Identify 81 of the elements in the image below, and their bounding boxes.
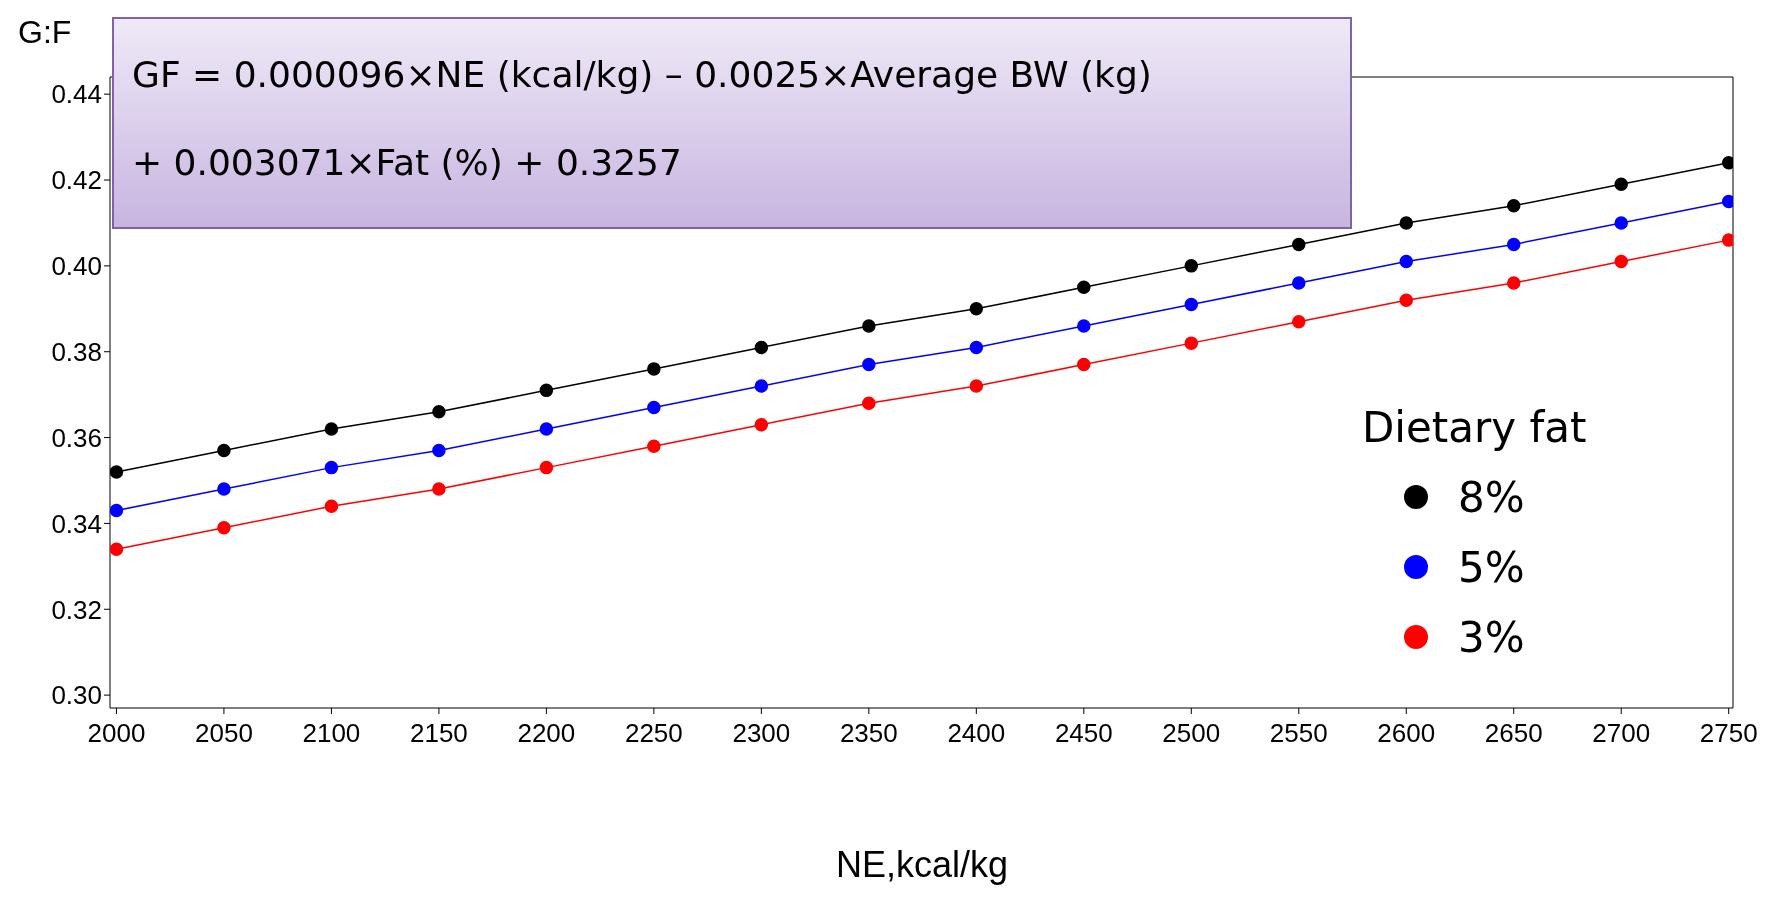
point: [1506, 237, 1521, 252]
point: [1506, 276, 1521, 290]
x-tick-label: 2100: [302, 718, 361, 749]
x-tick-label: 2600: [1377, 718, 1436, 749]
point: [647, 400, 661, 415]
point: [1614, 254, 1628, 269]
equation-box: GF = 0.000096×NE (kcal/kg) – 0.0025×Average BW (kg) + 0.003071×Fat (%) + 0.3257: [112, 17, 1352, 229]
x-tick-label: 2050: [195, 718, 253, 749]
x-tick-label: 2650: [1484, 718, 1543, 749]
point: [862, 357, 876, 372]
x-tick-label: 2000: [87, 718, 146, 749]
legend-label: 8%: [1458, 472, 1525, 522]
y-tick-label: 0.44: [51, 79, 102, 110]
point: [1399, 254, 1413, 269]
point: [754, 379, 769, 393]
y-tick-label: 0.34: [51, 508, 102, 539]
point: [647, 439, 661, 453]
annotation: + 0.003071×Fat (%) + 0.3257: [132, 141, 683, 185]
y-axis-title: G:F: [18, 14, 72, 51]
point: [754, 417, 769, 432]
point: [324, 422, 339, 436]
point: [1506, 199, 1521, 213]
legend-label: 5%: [1458, 542, 1525, 592]
y-tick-label: 0.30: [51, 680, 102, 711]
point: [969, 379, 984, 393]
point: [110, 542, 124, 556]
point: [969, 340, 984, 355]
point: [432, 405, 446, 419]
point: [432, 482, 446, 496]
point: [539, 422, 554, 436]
annotation: GF = 0.000096×NE (kcal/kg) – 0.0025×Average BW (kg): [132, 53, 1153, 97]
point: [1292, 276, 1306, 290]
x-axis-title: NE,kcal/kg: [834, 844, 1010, 886]
x-tick-label: 2700: [1592, 718, 1651, 749]
point: [1292, 237, 1306, 252]
point: [539, 383, 554, 398]
point: [1399, 293, 1413, 307]
y-tick-label: 0.38: [51, 336, 102, 367]
point: [217, 443, 231, 458]
y-tick-label: 0.40: [51, 251, 102, 282]
point: [1721, 233, 1733, 247]
x-tick-label: 2550: [1269, 718, 1328, 749]
point: [1614, 216, 1628, 230]
point: [1721, 194, 1733, 209]
point: [110, 465, 124, 479]
point: [539, 460, 554, 475]
x-tick-label: 2300: [732, 718, 791, 749]
point: [1184, 336, 1199, 350]
point: [1184, 259, 1199, 273]
point: [862, 319, 876, 333]
legend-title: Dietary fat: [1362, 403, 1587, 452]
x-tick-label: 2750: [1699, 718, 1758, 749]
y-tick-label: 0.42: [51, 165, 102, 196]
point: [1077, 357, 1091, 372]
point: [432, 443, 446, 458]
point: [1077, 280, 1091, 295]
point: [217, 482, 231, 496]
x-tick-label: 2500: [1162, 718, 1221, 749]
point: [1184, 297, 1199, 312]
y-tick-label: 0.32: [51, 594, 102, 625]
point: [217, 520, 231, 535]
x-tick-label: 2250: [624, 718, 683, 749]
x-tick-label: 2350: [839, 718, 898, 749]
y-tick-label: 0.36: [51, 422, 102, 453]
x-tick-label: 2150: [409, 718, 468, 749]
x-tick-label: 2200: [517, 718, 576, 749]
point: [1292, 314, 1306, 329]
point: [1077, 319, 1091, 333]
point: [1721, 156, 1733, 170]
point: [1614, 177, 1628, 192]
legend-label: 3%: [1458, 612, 1525, 662]
point: [110, 503, 124, 518]
point: [754, 340, 769, 355]
point: [862, 396, 876, 410]
point: [647, 362, 661, 376]
point: [324, 499, 339, 513]
point: [1399, 216, 1413, 230]
x-tick-label: 2400: [947, 718, 1006, 749]
point: [969, 302, 984, 316]
x-tick-label: 2450: [1054, 718, 1113, 749]
point: [324, 460, 339, 475]
